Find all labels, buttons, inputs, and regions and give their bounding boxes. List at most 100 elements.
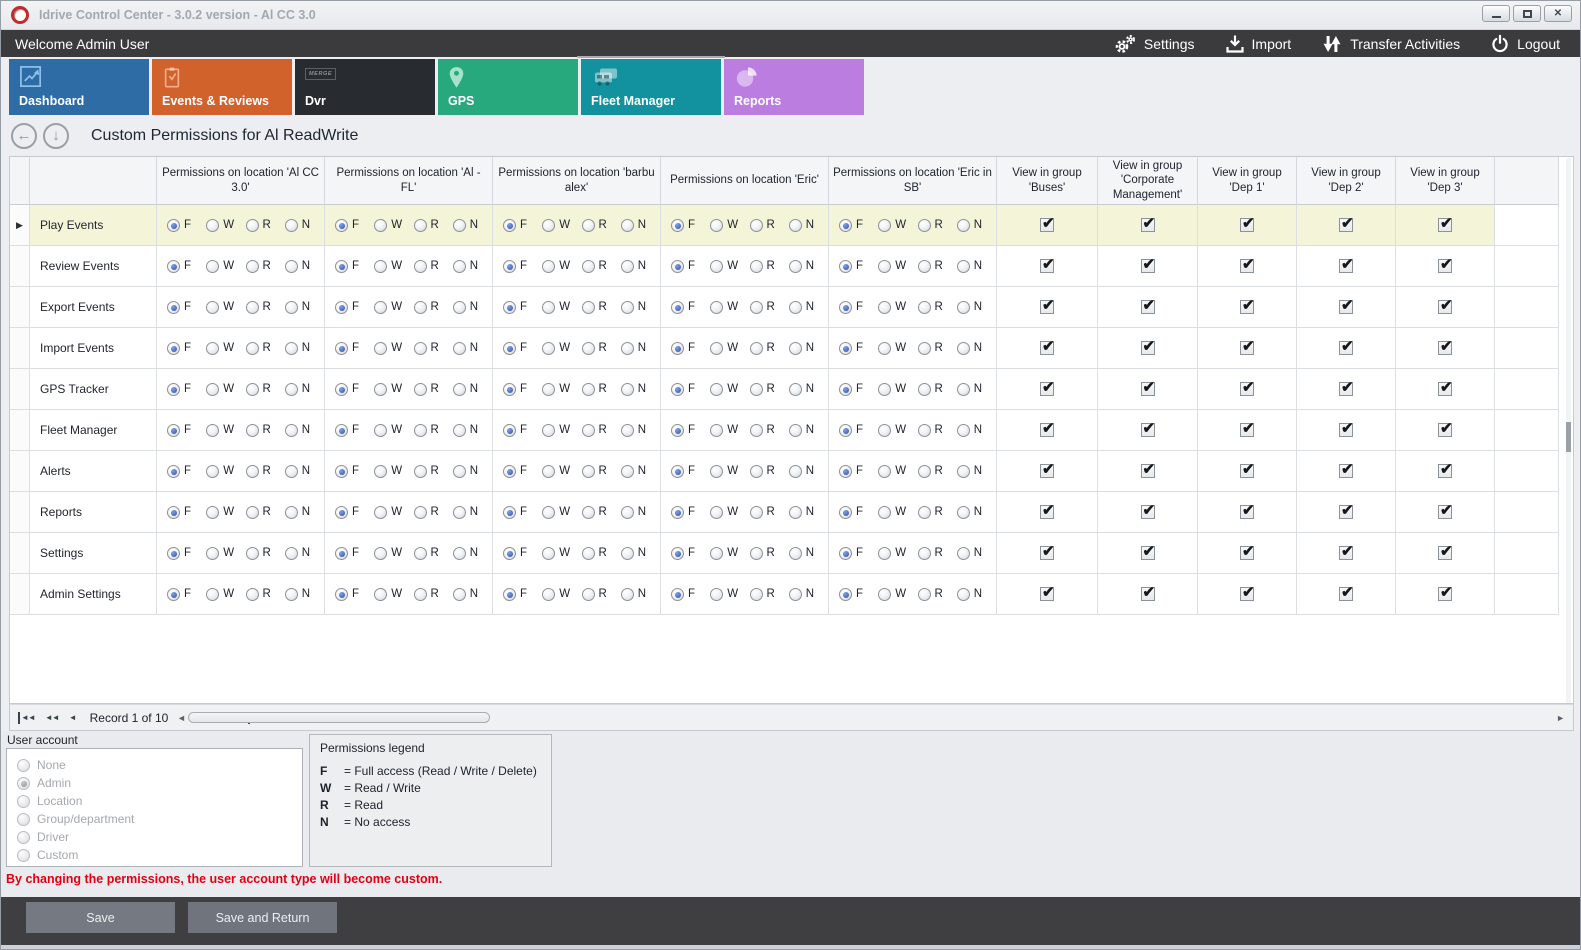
permission-radio-w[interactable]: W [206, 300, 245, 314]
permission-radio-w[interactable]: W [710, 423, 749, 437]
permission-radio-n[interactable]: N [956, 423, 996, 437]
permission-radio-f[interactable]: F [839, 259, 878, 273]
group-checkbox[interactable] [1240, 501, 1255, 519]
permission-radio-f[interactable]: F [839, 300, 878, 314]
group-checkbox[interactable] [1438, 501, 1453, 519]
permission-radio-n[interactable]: N [788, 341, 828, 355]
permission-radio-r[interactable]: R [749, 587, 789, 601]
permission-radio-n[interactable]: N [620, 218, 660, 232]
permission-radio-r[interactable]: R [749, 382, 789, 396]
permission-radio-n[interactable]: N [788, 423, 828, 437]
permission-radio-n[interactable]: N [620, 587, 660, 601]
permission-radio-w[interactable]: W [206, 587, 245, 601]
hscroll-right-arrow[interactable]: ► [1556, 713, 1565, 723]
account-type-radio-driver[interactable]: Driver [17, 828, 302, 846]
hscroll-thumb[interactable] [188, 712, 490, 723]
permission-radio-w[interactable]: W [542, 464, 581, 478]
group-checkbox[interactable] [1339, 542, 1354, 560]
permission-radio-w[interactable]: W [374, 546, 413, 560]
permission-radio-r[interactable]: R [413, 464, 453, 478]
permission-radio-w[interactable]: W [374, 259, 413, 273]
permission-radio-f[interactable]: F [167, 587, 206, 601]
group-checkbox[interactable] [1040, 296, 1055, 314]
permission-radio-r[interactable]: R [917, 587, 957, 601]
permission-radio-n[interactable]: N [620, 341, 660, 355]
group-checkbox[interactable] [1040, 214, 1055, 232]
permission-radio-f[interactable]: F [335, 341, 374, 355]
permission-radio-r[interactable]: R [245, 382, 285, 396]
account-type-radio-location[interactable]: Location [17, 792, 302, 810]
topbar-action-logout[interactable]: Logout [1490, 34, 1560, 54]
permission-radio-n[interactable]: N [788, 300, 828, 314]
permission-radio-w[interactable]: W [878, 259, 917, 273]
permission-radio-r[interactable]: R [581, 218, 621, 232]
group-checkbox[interactable] [1040, 501, 1055, 519]
permission-radio-n[interactable]: N [620, 259, 660, 273]
permission-radio-n[interactable]: N [620, 464, 660, 478]
permission-radio-r[interactable]: R [581, 505, 621, 519]
permission-radio-n[interactable]: N [452, 423, 492, 437]
group-checkbox[interactable] [1438, 337, 1453, 355]
permission-radio-n[interactable]: N [956, 218, 996, 232]
permission-radio-r[interactable]: R [917, 505, 957, 519]
permission-radio-w[interactable]: W [374, 505, 413, 519]
permission-radio-n[interactable]: N [956, 464, 996, 478]
permission-radio-f[interactable]: F [839, 341, 878, 355]
group-checkbox[interactable] [1040, 542, 1055, 560]
tab-dashboard[interactable]: Dashboard [9, 59, 149, 115]
permission-radio-w[interactable]: W [710, 259, 749, 273]
permission-radio-n[interactable]: N [788, 546, 828, 560]
group-checkbox[interactable] [1240, 296, 1255, 314]
permission-radio-r[interactable]: R [413, 505, 453, 519]
group-checkbox[interactable] [1240, 378, 1255, 396]
permission-radio-w[interactable]: W [374, 587, 413, 601]
group-checkbox[interactable] [1240, 583, 1255, 601]
permission-radio-w[interactable]: W [878, 341, 917, 355]
permission-radio-w[interactable]: W [374, 464, 413, 478]
permission-radio-r[interactable]: R [917, 300, 957, 314]
permission-radio-r[interactable]: R [245, 259, 285, 273]
permission-radio-n[interactable]: N [284, 546, 324, 560]
group-checkbox[interactable] [1140, 542, 1155, 560]
permission-radio-r[interactable]: R [749, 505, 789, 519]
permission-radio-n[interactable]: N [788, 587, 828, 601]
permission-radio-f[interactable]: F [671, 341, 710, 355]
permission-radio-f[interactable]: F [839, 382, 878, 396]
group-checkbox[interactable] [1040, 460, 1055, 478]
permission-radio-r[interactable]: R [581, 341, 621, 355]
permission-radio-r[interactable]: R [749, 300, 789, 314]
group-checkbox[interactable] [1438, 214, 1453, 232]
permission-radio-w[interactable]: W [206, 546, 245, 560]
permission-radio-w[interactable]: W [206, 464, 245, 478]
permission-radio-w[interactable]: W [710, 505, 749, 519]
permission-radio-w[interactable]: W [374, 218, 413, 232]
permission-radio-w[interactable]: W [878, 464, 917, 478]
first-record-icon[interactable]: ◄◄ [18, 711, 36, 724]
group-checkbox[interactable] [1140, 460, 1155, 478]
permission-radio-f[interactable]: F [839, 587, 878, 601]
permission-radio-r[interactable]: R [413, 341, 453, 355]
permission-radio-f[interactable]: F [335, 218, 374, 232]
permission-radio-w[interactable]: W [542, 259, 581, 273]
permission-radio-f[interactable]: F [503, 341, 542, 355]
permission-radio-w[interactable]: W [878, 300, 917, 314]
group-checkbox[interactable] [1339, 296, 1354, 314]
permission-radio-f[interactable]: F [167, 464, 206, 478]
permission-radio-w[interactable]: W [710, 587, 749, 601]
permission-radio-n[interactable]: N [284, 300, 324, 314]
permission-radio-w[interactable]: W [542, 382, 581, 396]
permission-radio-f[interactable]: F [167, 218, 206, 232]
group-checkbox[interactable] [1240, 419, 1255, 437]
permission-radio-f[interactable]: F [671, 587, 710, 601]
permission-radio-r[interactable]: R [413, 546, 453, 560]
permission-radio-w[interactable]: W [542, 587, 581, 601]
topbar-action-settings[interactable]: Settings [1113, 34, 1195, 54]
permission-radio-r[interactable]: R [581, 300, 621, 314]
permission-radio-r[interactable]: R [749, 423, 789, 437]
group-checkbox[interactable] [1438, 255, 1453, 273]
topbar-action-import[interactable]: Import [1225, 34, 1291, 54]
permission-radio-r[interactable]: R [917, 464, 957, 478]
permission-radio-n[interactable]: N [284, 218, 324, 232]
permission-radio-n[interactable]: N [284, 464, 324, 478]
tab-gps[interactable]: GPS [438, 59, 578, 115]
